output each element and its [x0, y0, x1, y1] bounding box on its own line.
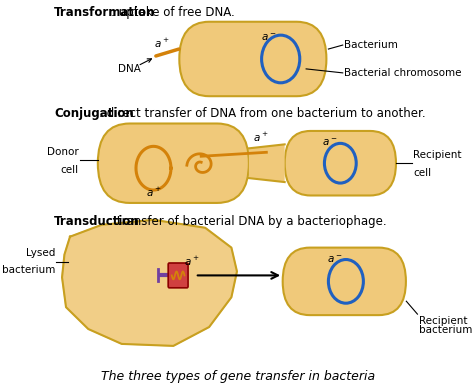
Text: Transduction: Transduction [54, 215, 140, 228]
FancyBboxPatch shape [98, 123, 249, 203]
Text: DNA: DNA [118, 64, 141, 74]
Text: Conjugation: Conjugation [54, 107, 134, 120]
FancyBboxPatch shape [283, 248, 406, 315]
Text: Lysed: Lysed [26, 248, 55, 257]
Text: $a^+$: $a^+$ [253, 131, 268, 144]
Text: : direct transfer of DNA from one bacterium to another.: : direct transfer of DNA from one bacter… [100, 107, 426, 120]
FancyBboxPatch shape [179, 22, 327, 96]
Text: $a^-$: $a^-$ [327, 254, 343, 265]
Text: bacterium: bacterium [1, 265, 55, 276]
Text: $a^-$: $a^-$ [322, 137, 338, 148]
Text: cell: cell [61, 165, 79, 175]
Polygon shape [62, 220, 237, 346]
FancyBboxPatch shape [285, 131, 396, 195]
FancyBboxPatch shape [168, 263, 188, 288]
Text: : transfer of bacterial DNA by a bacteriophage.: : transfer of bacterial DNA by a bacteri… [109, 215, 387, 228]
Text: The three types of gene transfer in bacteria: The three types of gene transfer in bact… [101, 370, 375, 383]
Text: $a^+$: $a^+$ [184, 255, 199, 268]
Text: Donor: Donor [47, 147, 79, 157]
Text: Bacterium: Bacterium [344, 40, 398, 50]
Polygon shape [249, 144, 285, 182]
Text: Recipient: Recipient [419, 316, 467, 326]
Text: Transformation: Transformation [54, 6, 155, 19]
Text: Recipient: Recipient [413, 150, 462, 160]
Text: : uptake of free DNA.: : uptake of free DNA. [111, 6, 235, 19]
Text: cell: cell [413, 168, 432, 178]
Text: Bacterial chromosome: Bacterial chromosome [344, 68, 462, 78]
Text: $a^-$: $a^-$ [261, 32, 276, 43]
Text: $a^+$: $a^+$ [154, 36, 169, 50]
Text: $a^+$: $a^+$ [146, 185, 161, 199]
Text: bacterium: bacterium [419, 325, 473, 335]
